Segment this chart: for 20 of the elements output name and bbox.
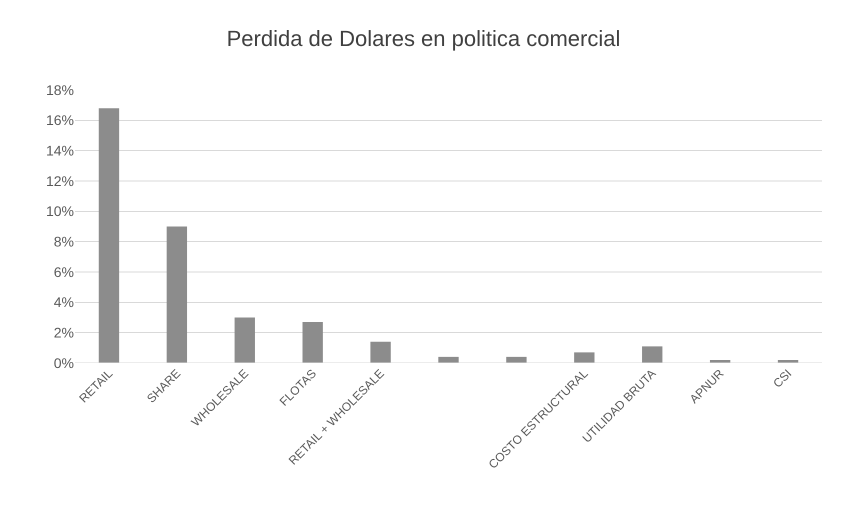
chart-title: Perdida de Dolares en politica comercial xyxy=(226,26,620,52)
bar xyxy=(166,226,188,363)
y-tick-label: 8% xyxy=(54,234,74,250)
y-tick-label: 16% xyxy=(46,112,74,128)
y-tick-label: 10% xyxy=(46,203,74,220)
bar xyxy=(574,352,594,363)
bar xyxy=(234,318,255,363)
y-tick-label: 0% xyxy=(54,354,74,371)
y-tick-label: 2% xyxy=(54,324,74,341)
bar xyxy=(642,346,662,363)
bar xyxy=(506,356,527,363)
bar xyxy=(98,108,120,363)
bar xyxy=(302,322,323,363)
y-tick-label: 14% xyxy=(46,142,74,159)
bar xyxy=(370,342,391,363)
y-tick-label: 12% xyxy=(46,172,74,189)
y-tick-label: 18% xyxy=(46,82,74,98)
x-tick-label: CSI xyxy=(770,366,794,391)
y-tick-label: 6% xyxy=(54,264,74,280)
y-tick-label: 4% xyxy=(54,294,74,310)
